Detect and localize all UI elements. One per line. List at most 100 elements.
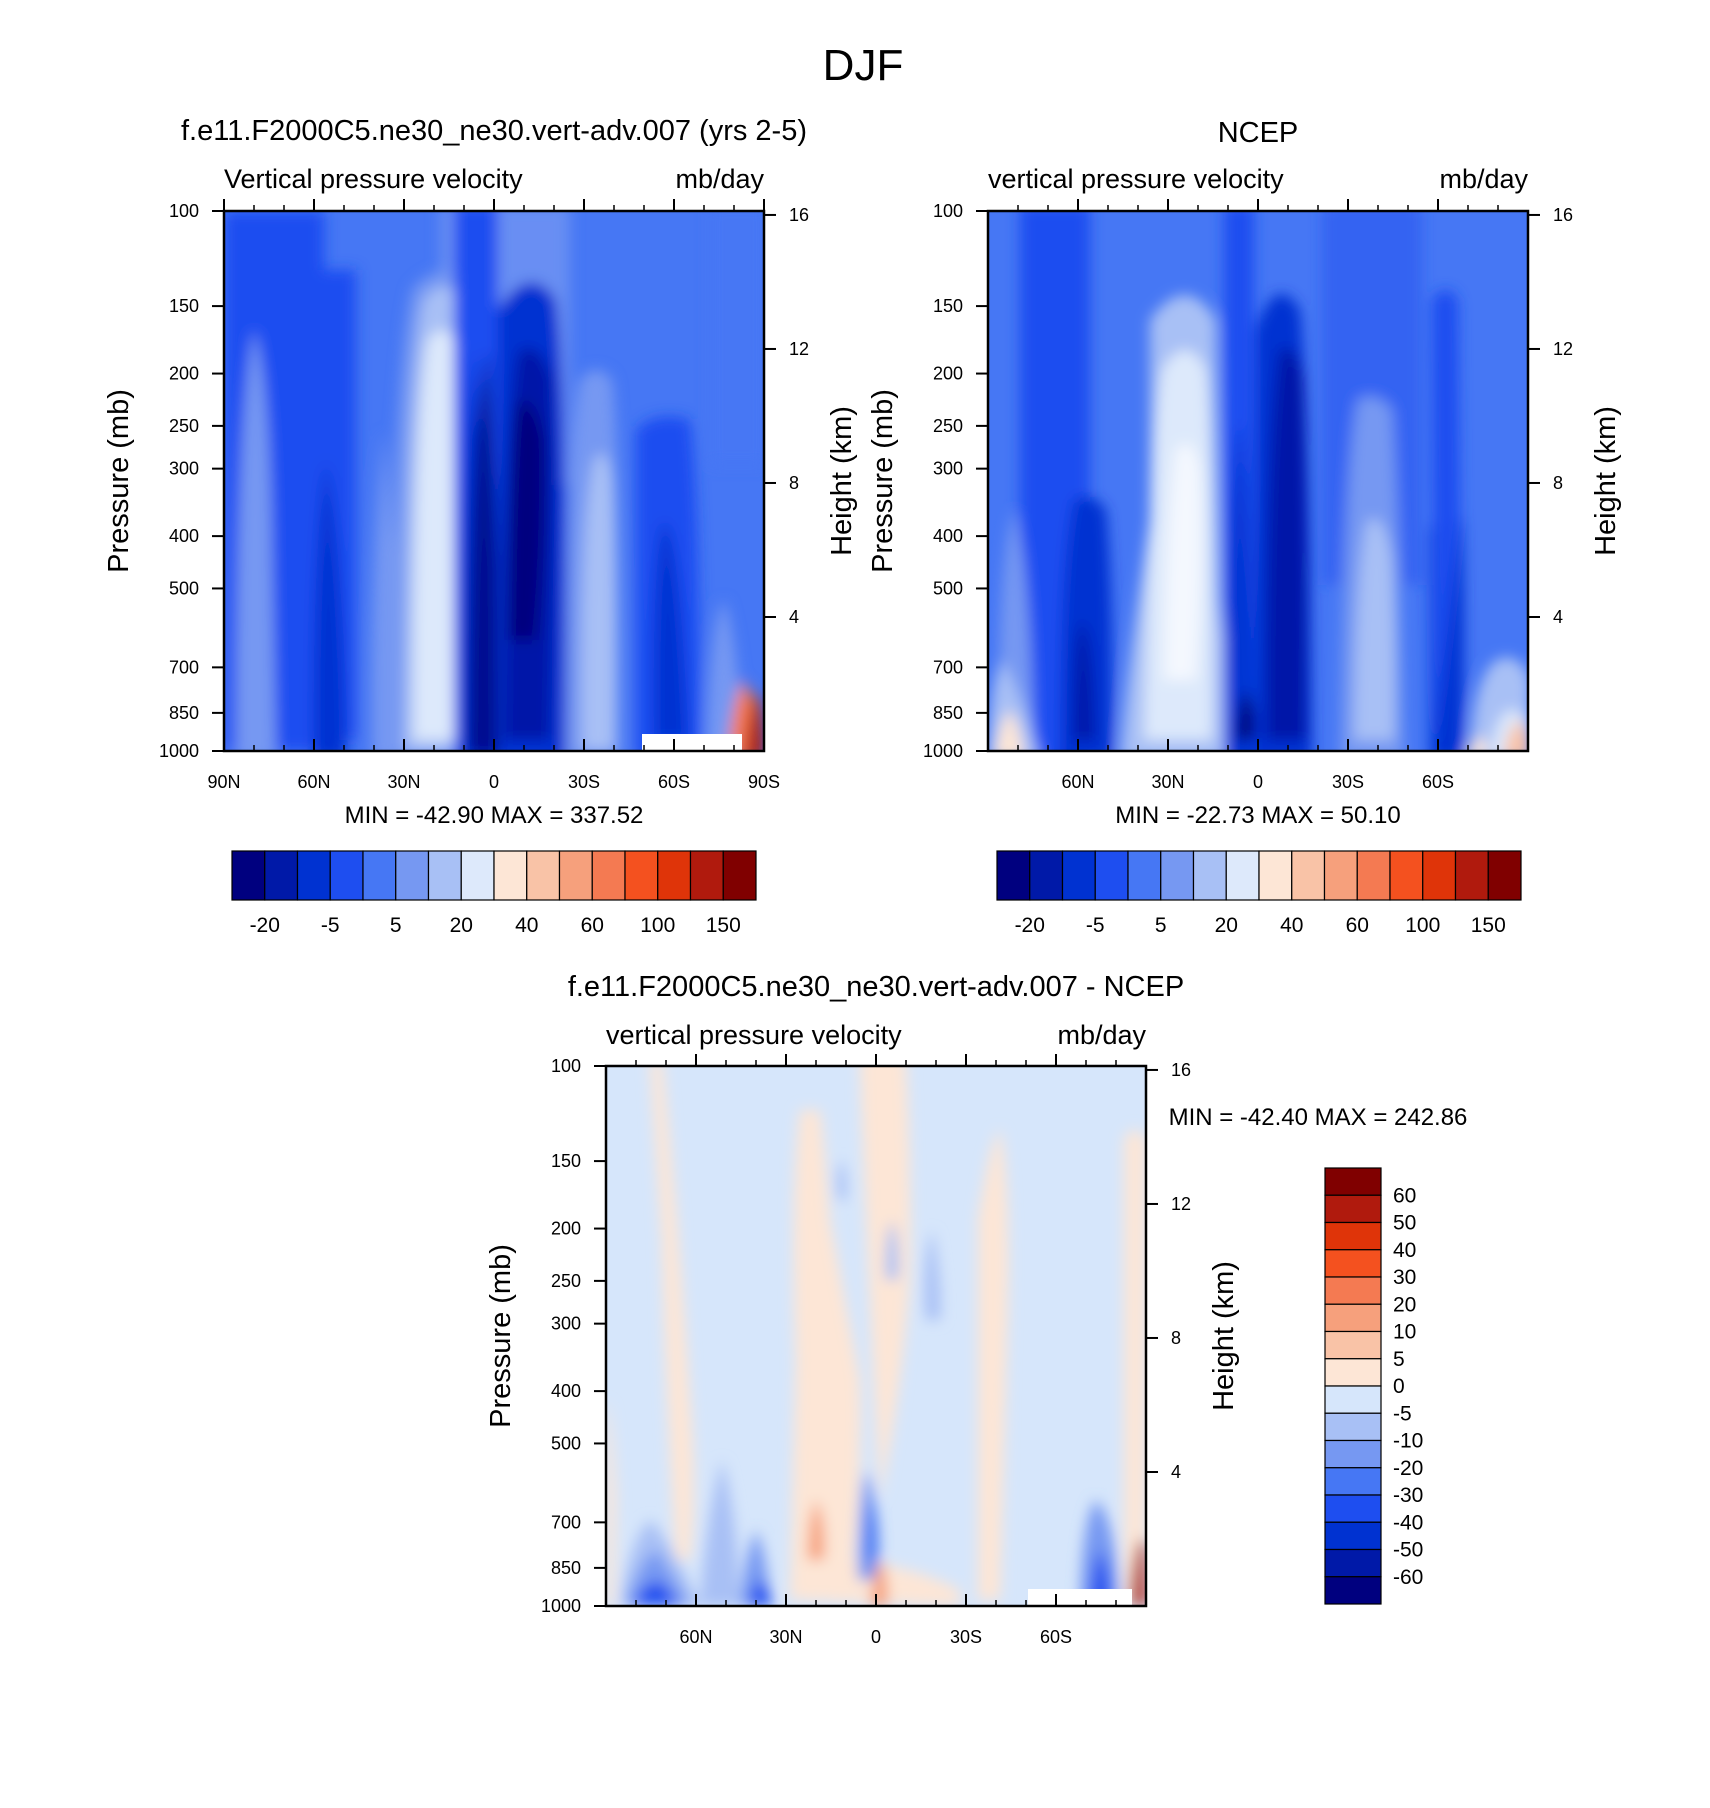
colorbar-box [558,850,593,901]
colorbar-label: 0 [1393,1375,1405,1398]
y-tick-label: 500 [169,578,199,598]
colorbar-box [1324,1576,1382,1605]
colorbar-label: -10 [1393,1430,1423,1453]
colorbar-box [427,850,462,901]
colorbar-box [1324,1548,1382,1578]
colorbar-box [1356,850,1391,901]
variable-label: Vertical pressure velocity [224,164,523,194]
axes: 90N 60N 30N 0 30S 60S 90S 100 150 200 250 300 400 500… [159,199,809,792]
x-tick-label: 30S [568,772,600,792]
x-tick-label: 60N [679,1627,712,1647]
colorbar-box [1291,850,1326,901]
colorbar-box [591,850,626,901]
y-tick-label: 150 [933,296,963,316]
colorbar-label: -60 [1393,1566,1423,1589]
x-tick-label: 60S [1040,1627,1072,1647]
y-tick-label: 100 [551,1056,581,1076]
colorbar-box [264,850,299,901]
colorbar-box [1225,850,1260,901]
y2-tick-label: 4 [1171,1462,1181,1482]
y-tick-label: 300 [933,459,963,479]
colorbar-box [460,850,495,901]
y-tick-label: 700 [169,657,199,677]
colorbar-box [1127,850,1162,901]
y2-tick-label: 12 [1553,339,1573,359]
colorbar-box [526,850,561,901]
y-axis-label: Pressure (mb) [485,1244,517,1428]
y-tick-label: 300 [551,1314,581,1334]
colorbar-label: 100 [1405,914,1440,937]
y2-axis-label: Height (km) [826,406,858,556]
colorbar-box [1324,1194,1382,1224]
colorbar-box [689,850,724,901]
units-label: mb/day [1057,1020,1146,1050]
y-tick-label: 400 [169,526,199,546]
panel-difference: f.e11.F2000C5.ne30_ne30.vert-adv.007 - N… [485,971,1467,1647]
colorbar-label: -20 [1393,1457,1423,1480]
y-tick-label: 700 [551,1512,581,1532]
colorbar-label: -50 [1393,1539,1423,1562]
y2-tick-label: 4 [1553,607,1563,627]
colorbar-box [296,850,331,901]
y2-tick-label: 16 [789,205,809,225]
axes: 60N 30N 0 30S 60S 100 150 200 250 300 400 500 700 850… [923,199,1573,792]
units-label: mb/day [675,164,764,194]
colorbar-box [1324,1276,1382,1305]
contour-field [224,211,764,751]
colorbar-box [1324,1494,1382,1523]
y-tick-label: 200 [169,364,199,384]
colorbar-label: -20 [250,914,280,937]
colorbar-label: -5 [1086,914,1105,937]
x-tick-label: 90S [748,772,780,792]
y2-axis-label: Height (km) [1208,1261,1240,1411]
colorbar-box [1094,850,1129,901]
colorbar-box [624,850,659,901]
colorbar-box [1192,850,1227,901]
variable-label: vertical pressure velocity [606,1020,902,1050]
colorbar-label: 40 [1280,914,1303,937]
y-tick-label: 500 [933,578,963,598]
y-tick-label: 250 [933,416,963,436]
colorbar-label: 20 [450,914,473,937]
y-axis-label: Pressure (mb) [867,389,899,573]
colorbar-label: 30 [1393,1266,1416,1289]
colorbar-box [362,850,397,901]
y-tick-label: 250 [169,416,199,436]
colorbar: -20 -5 5 20 40 60 100 150 [231,850,757,937]
colorbar-label: -40 [1393,1511,1423,1534]
y-tick-label: 1000 [541,1596,581,1616]
x-tick-label: 0 [1253,772,1263,792]
y-tick-label: 850 [933,703,963,723]
colorbar-box [329,850,364,901]
colorbar-label: 150 [706,914,741,937]
colorbar-box [1487,850,1522,901]
y2-tick-label: 16 [1553,205,1573,225]
colorbar-box [657,850,692,901]
panel-title: NCEP [1218,117,1299,149]
colorbar-box [1061,850,1096,901]
x-tick-label: 30S [1332,772,1364,792]
y-tick-label: 100 [169,201,199,221]
colorbar-label: 40 [1393,1239,1416,1262]
colorbar-box [1324,1303,1382,1333]
colorbar-box [1160,850,1195,901]
y-tick-label: 850 [169,703,199,723]
colorbar-box [1324,1412,1382,1442]
y-tick-label: 400 [551,1381,581,1401]
colorbar-box [493,850,528,901]
y2-tick-label: 4 [789,607,799,627]
x-tick-label: 60N [1061,772,1094,792]
y2-tick-label: 8 [1171,1328,1181,1348]
axes: 60N 30N 0 30S 60S 100 150 200 250 300 400 500 700 850… [541,1054,1191,1647]
colorbar-box [1324,1521,1382,1551]
page-title: DJF [823,41,904,90]
colorbar-label: -5 [321,914,340,937]
y-tick-label: 200 [551,1219,581,1239]
colorbar-box [1029,850,1064,901]
y2-tick-label: 8 [789,473,799,493]
colorbar-label: 5 [1155,914,1167,937]
y-tick-label: 150 [169,296,199,316]
colorbar-label: 150 [1471,914,1506,937]
colorbar-box [1323,850,1358,901]
